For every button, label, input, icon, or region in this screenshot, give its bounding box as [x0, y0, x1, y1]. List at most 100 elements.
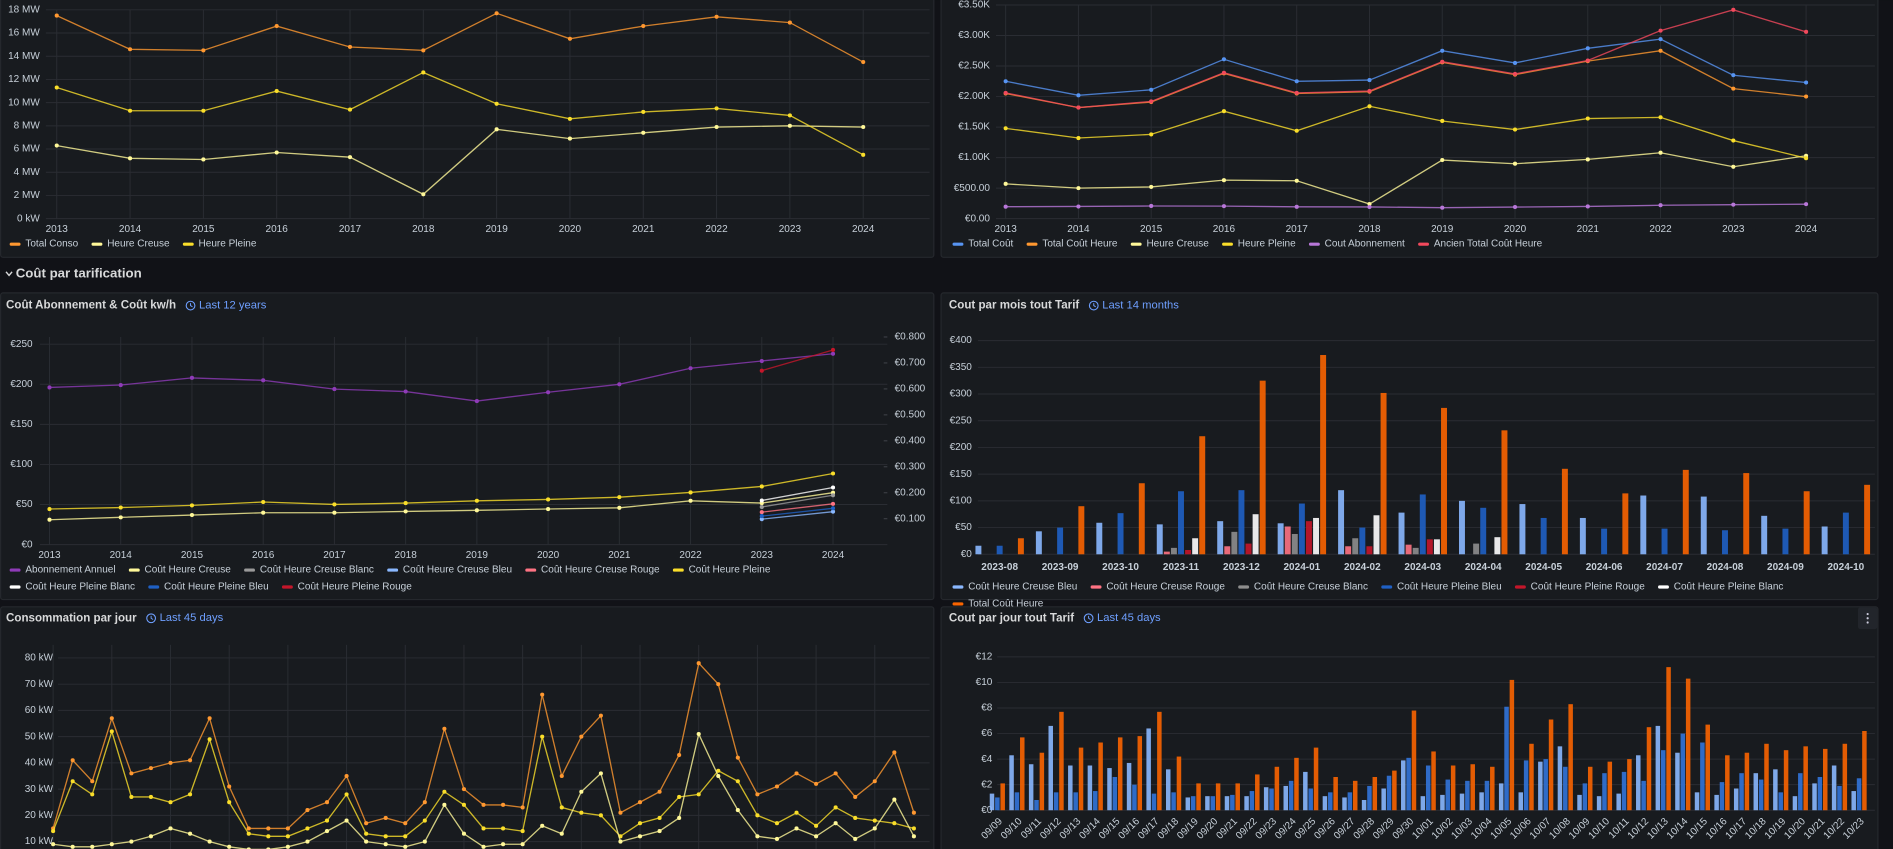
bar	[1009, 755, 1014, 811]
point	[461, 831, 467, 836]
bar	[1498, 783, 1504, 811]
point	[1512, 127, 1518, 132]
bar	[1406, 757, 1411, 811]
x-tick-label: 2017	[1286, 224, 1309, 235]
bar	[1856, 778, 1862, 811]
bar	[1366, 546, 1373, 555]
point	[1731, 73, 1736, 78]
bar	[1185, 797, 1191, 811]
y2-tick-label: €0.600	[895, 384, 926, 395]
legend-swatch	[1514, 585, 1526, 589]
legend-label: Coût Heure Pleine Bleu	[164, 582, 269, 593]
point	[70, 779, 75, 784]
bar	[1230, 794, 1235, 811]
x-tick-label: 2013	[46, 224, 69, 235]
point	[1440, 118, 1445, 124]
point	[1076, 136, 1081, 141]
x-tick-label: 2022	[679, 550, 702, 561]
legend-label: Total Coût Heure	[1042, 239, 1118, 250]
bar	[1288, 780, 1294, 811]
legend-swatch	[91, 242, 103, 246]
y-tick-label: 4 MW	[14, 167, 41, 178]
point	[207, 839, 212, 844]
point	[1512, 205, 1518, 210]
bar	[1557, 746, 1563, 811]
bar	[1803, 491, 1810, 555]
point	[637, 834, 643, 839]
legend-swatch	[281, 585, 293, 589]
point	[1221, 70, 1227, 75]
y-tick-label: €2	[981, 779, 993, 790]
bar	[1682, 469, 1689, 555]
point	[1221, 204, 1227, 209]
point	[861, 59, 866, 65]
point	[109, 842, 114, 847]
bar	[1596, 796, 1602, 811]
bar	[1380, 392, 1387, 555]
bar	[1215, 783, 1221, 811]
point	[1221, 57, 1227, 62]
y-tick-label: 16 MW	[8, 28, 40, 39]
point	[540, 692, 545, 697]
point	[1731, 164, 1736, 169]
section-title[interactable]: Coût par tarification	[16, 266, 142, 281]
point	[1003, 181, 1008, 186]
point	[70, 758, 75, 763]
x-tick-label: 2015	[181, 550, 204, 561]
bar	[1719, 782, 1725, 811]
point	[861, 152, 866, 157]
point	[148, 834, 153, 839]
bar	[1587, 766, 1593, 811]
collapse-chevron[interactable]	[5, 271, 13, 277]
legend-swatch	[1222, 242, 1233, 246]
point	[696, 661, 701, 666]
y-tick-label: 8 MW	[14, 120, 41, 131]
bar	[1217, 521, 1224, 555]
bar	[1146, 728, 1151, 811]
point	[1149, 184, 1154, 189]
bar	[1199, 436, 1206, 555]
y-tick-label: 0 kW	[17, 213, 40, 224]
point	[261, 510, 266, 515]
bar	[1622, 493, 1629, 555]
point	[261, 500, 266, 505]
point	[794, 810, 799, 815]
y-tick-label: €12	[976, 652, 993, 663]
point	[892, 797, 897, 802]
bar	[1445, 779, 1451, 811]
point	[1658, 203, 1663, 208]
point	[47, 385, 52, 390]
bar	[1440, 794, 1445, 811]
bar	[1231, 531, 1238, 555]
bar	[1093, 791, 1098, 811]
bar	[1441, 407, 1447, 555]
point	[1294, 90, 1299, 95]
bar	[1504, 706, 1509, 811]
bar	[1616, 793, 1621, 811]
point	[305, 839, 310, 844]
bar	[1778, 792, 1783, 811]
point	[1003, 79, 1008, 84]
point	[567, 116, 572, 121]
menu-dot	[1866, 617, 1869, 620]
panel	[0, 606, 935, 849]
point	[567, 136, 572, 141]
point	[54, 13, 59, 18]
point	[422, 818, 427, 823]
point	[383, 842, 388, 847]
point	[830, 485, 836, 490]
bar	[1480, 507, 1487, 555]
legend-label: Coût Heure Creuse Bleu	[403, 565, 512, 576]
point	[129, 839, 134, 844]
bar	[1685, 678, 1691, 811]
bar	[1098, 742, 1103, 811]
point	[787, 123, 792, 128]
x-tick-label: 2024-09	[1767, 562, 1804, 573]
bar	[1459, 793, 1465, 811]
point	[1149, 132, 1154, 137]
y-tick-label: €50	[955, 522, 972, 533]
bar	[1386, 775, 1392, 811]
y2-tick-label: €0.100	[895, 513, 926, 524]
bar	[1283, 785, 1289, 811]
